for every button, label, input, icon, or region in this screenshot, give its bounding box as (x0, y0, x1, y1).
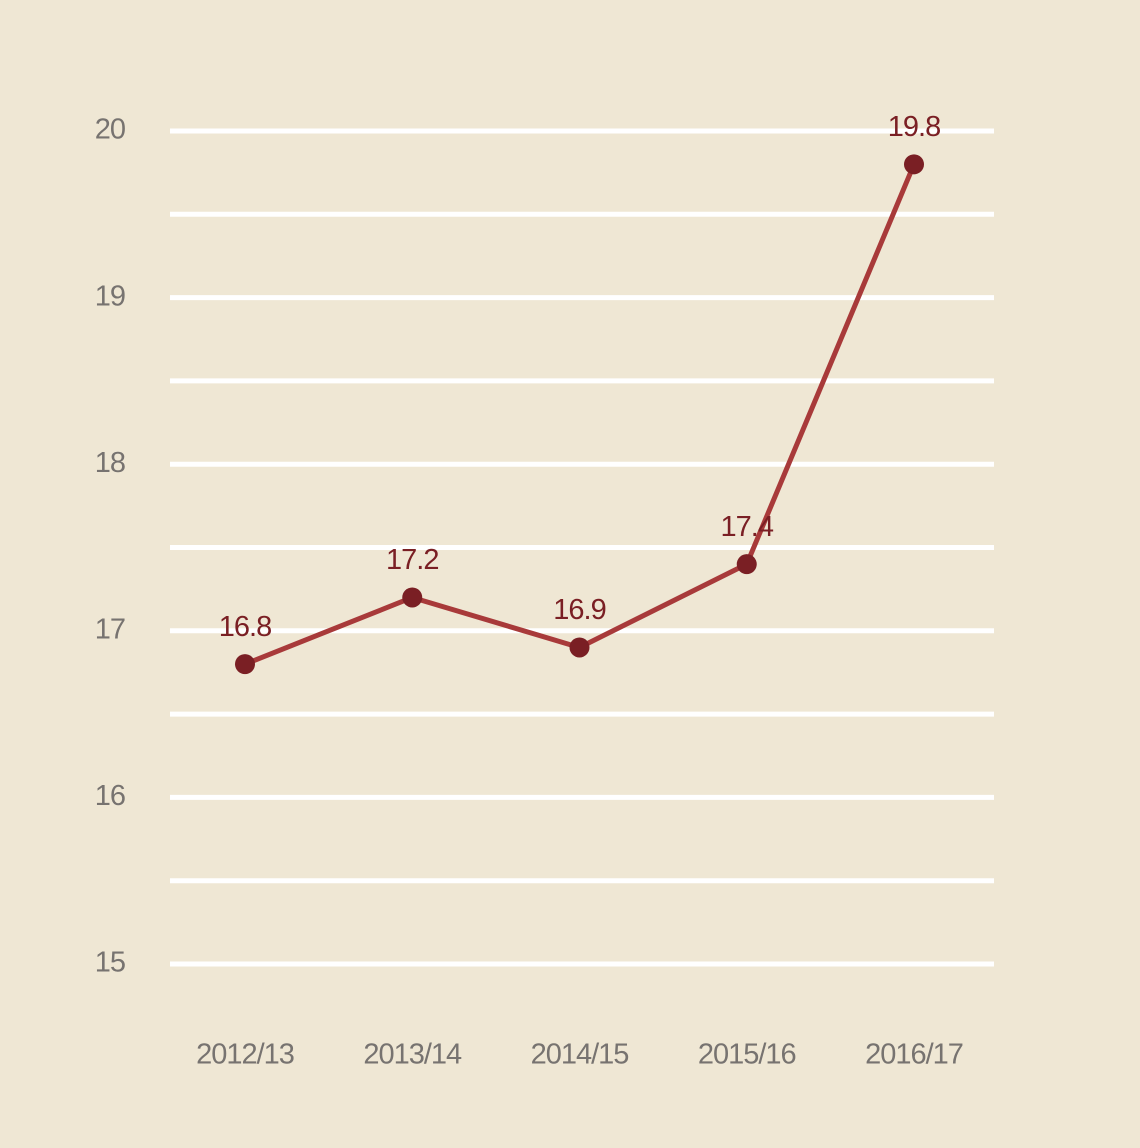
y-tick-label: 15 (95, 947, 125, 979)
x-tick-label: 2012/13 (196, 1039, 294, 1071)
y-tick-label: 18 (95, 447, 125, 479)
y-tick-label: 19 (95, 280, 125, 312)
data-point (569, 637, 590, 658)
y-tick-label: 17 (95, 613, 125, 645)
x-tick-label: 2015/16 (698, 1039, 796, 1071)
data-label: 17.4 (721, 511, 774, 543)
data-point (904, 154, 924, 175)
y-tick-label: 16 (95, 780, 125, 812)
data-label: 16.8 (219, 611, 271, 643)
y-tick-label: 20 (95, 114, 125, 146)
x-tick-label: 2013/14 (363, 1039, 462, 1071)
data-point (736, 554, 757, 575)
data-point (402, 587, 423, 608)
data-label: 19.8 (888, 111, 940, 143)
x-tick-label: 2014/15 (531, 1039, 629, 1071)
data-point (235, 654, 255, 675)
data-line (244, 163, 917, 667)
x-tick-label: 2016/17 (865, 1039, 963, 1071)
data-label: 16.9 (553, 594, 605, 626)
data-label: 17.2 (386, 544, 438, 576)
